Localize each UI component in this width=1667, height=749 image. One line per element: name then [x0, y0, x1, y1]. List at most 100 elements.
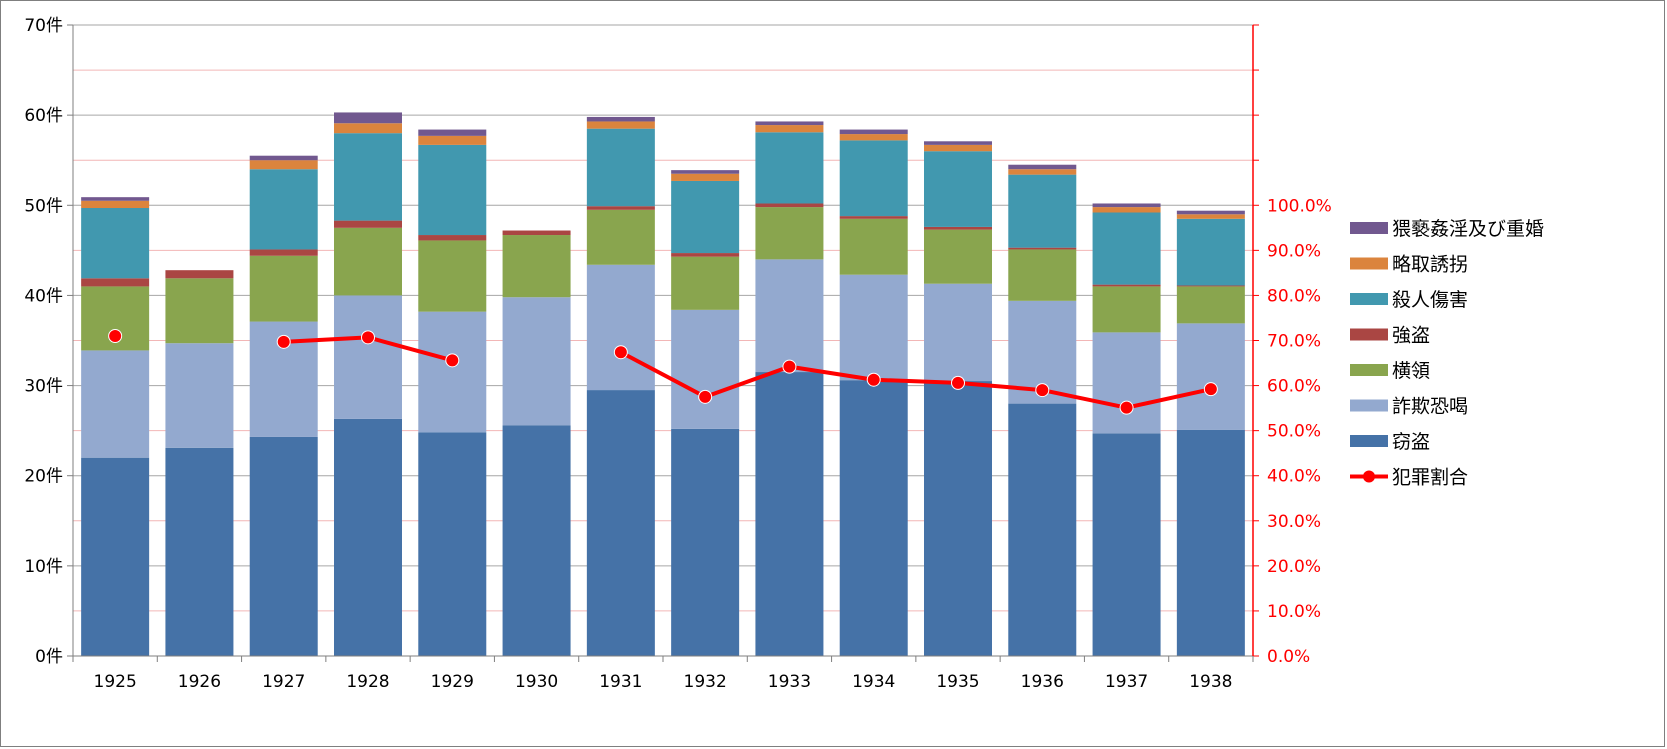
right-tick-label: 30.0% — [1267, 512, 1321, 532]
bar-segment — [1176, 218, 1245, 286]
legend-label: 犯罪割合 — [1392, 467, 1468, 489]
x-tick-label: 1930 — [515, 672, 558, 692]
legend-label: 詐欺恐喝 — [1392, 396, 1468, 418]
bar-segment — [1008, 164, 1077, 170]
bar-segment — [1092, 203, 1161, 208]
legend-swatch — [1350, 435, 1388, 447]
bar-segment — [249, 155, 318, 161]
bar-segment — [671, 180, 740, 254]
bars-layer — [81, 112, 1245, 656]
bar-segment — [586, 390, 655, 656]
bar-segment — [418, 432, 487, 656]
bar-segment — [586, 209, 655, 265]
bar-segment — [839, 274, 908, 381]
line-point — [782, 359, 797, 374]
bar-segment — [586, 206, 655, 210]
bar-segment — [502, 297, 571, 426]
bar-segment — [418, 144, 487, 236]
bar-segment — [671, 253, 740, 257]
line-point — [866, 372, 881, 387]
bar-segment — [839, 216, 908, 219]
bar-segment — [334, 418, 402, 656]
legend-swatch — [1350, 257, 1388, 270]
bar-segment — [924, 226, 992, 230]
right-tick-label: 80.0% — [1267, 286, 1321, 306]
x-tick-label: 1932 — [684, 672, 727, 692]
bar-segment — [418, 129, 487, 136]
bar-segment — [839, 129, 908, 135]
bar-segment — [755, 132, 824, 204]
left-tick-label: 0件 — [35, 647, 63, 667]
left-tick-label: 60件 — [24, 106, 63, 126]
bar-segment — [502, 425, 571, 656]
x-tick-label: 1927 — [262, 672, 305, 692]
bar-segment — [924, 151, 992, 227]
x-tick-label: 1937 — [1105, 672, 1148, 692]
axes-layer: 0件 10件 20件 30件 40件 50件 60件 70件 0.0% 10.0% 20.0% 30.… — [24, 16, 1331, 692]
line-segment — [1124, 387, 1213, 410]
legend-swatch — [1350, 293, 1388, 305]
left-tick-label: 70件 — [24, 16, 63, 36]
bar-segment — [1092, 433, 1161, 656]
right-tick-label: 70.0% — [1267, 332, 1321, 352]
right-tick-label: 20.0% — [1267, 557, 1321, 577]
x-tick-label: 1926 — [178, 672, 221, 692]
bar-segment — [334, 133, 402, 221]
bar-segment — [81, 350, 150, 458]
line-segment — [366, 335, 455, 363]
bar-segment — [1092, 207, 1161, 213]
bar-segment — [418, 311, 487, 433]
line-point — [276, 334, 291, 349]
bar-segment — [502, 235, 571, 298]
bar-segment — [671, 256, 740, 310]
bar-segment — [755, 203, 824, 208]
bar-segment — [924, 381, 992, 656]
bar-segment — [839, 140, 908, 217]
x-tick-label: 1938 — [1189, 672, 1232, 692]
bar-segment — [165, 270, 234, 279]
bar-segment — [1176, 429, 1245, 656]
bar-segment — [81, 197, 150, 201]
legend-line-marker — [1363, 470, 1375, 483]
bar-segment — [1008, 169, 1077, 175]
x-tick-label: 1936 — [1021, 672, 1064, 692]
x-tick-label: 1929 — [431, 672, 474, 692]
line-point — [613, 345, 628, 360]
line-point — [951, 375, 965, 390]
x-tick-label: 1928 — [346, 672, 389, 692]
bar-segment — [249, 160, 318, 170]
bar-segment — [165, 343, 234, 448]
legend-label: 猥褻姦淫及び重婚 — [1392, 218, 1544, 240]
right-tick-label: 10.0% — [1267, 602, 1321, 622]
line-segment — [787, 364, 876, 382]
bar-segment — [755, 121, 824, 126]
bar-segment — [81, 457, 150, 656]
x-tick-label: 1931 — [599, 672, 642, 692]
bar-segment — [1008, 247, 1077, 250]
bar-segment — [671, 173, 740, 181]
right-tick-label: 40.0% — [1267, 467, 1321, 487]
bar-segment — [671, 309, 740, 429]
legend-label: 略取誘拐 — [1392, 254, 1468, 276]
bar-segment — [81, 278, 150, 287]
legend-swatch — [1350, 399, 1388, 412]
bar-segment — [418, 240, 487, 312]
bar-segment — [924, 229, 992, 284]
left-tick-label: 40件 — [24, 286, 63, 306]
bar-segment — [1008, 174, 1077, 248]
line-point — [108, 328, 123, 343]
bar-segment — [1092, 332, 1161, 434]
left-tick-label: 20件 — [24, 467, 63, 487]
right-tick-label: 60.0% — [1267, 377, 1321, 397]
bar-segment — [334, 220, 402, 228]
bar-segment — [81, 200, 150, 208]
legend-label: 殺人傷害 — [1392, 289, 1468, 311]
bar-segment — [1092, 284, 1161, 287]
legend-label: 窃盗 — [1392, 431, 1430, 453]
line-point — [361, 330, 375, 345]
bar-segment — [924, 144, 992, 152]
x-tick-label: 1933 — [768, 672, 811, 692]
bar-segment — [249, 249, 318, 256]
bar-segment — [586, 121, 655, 129]
